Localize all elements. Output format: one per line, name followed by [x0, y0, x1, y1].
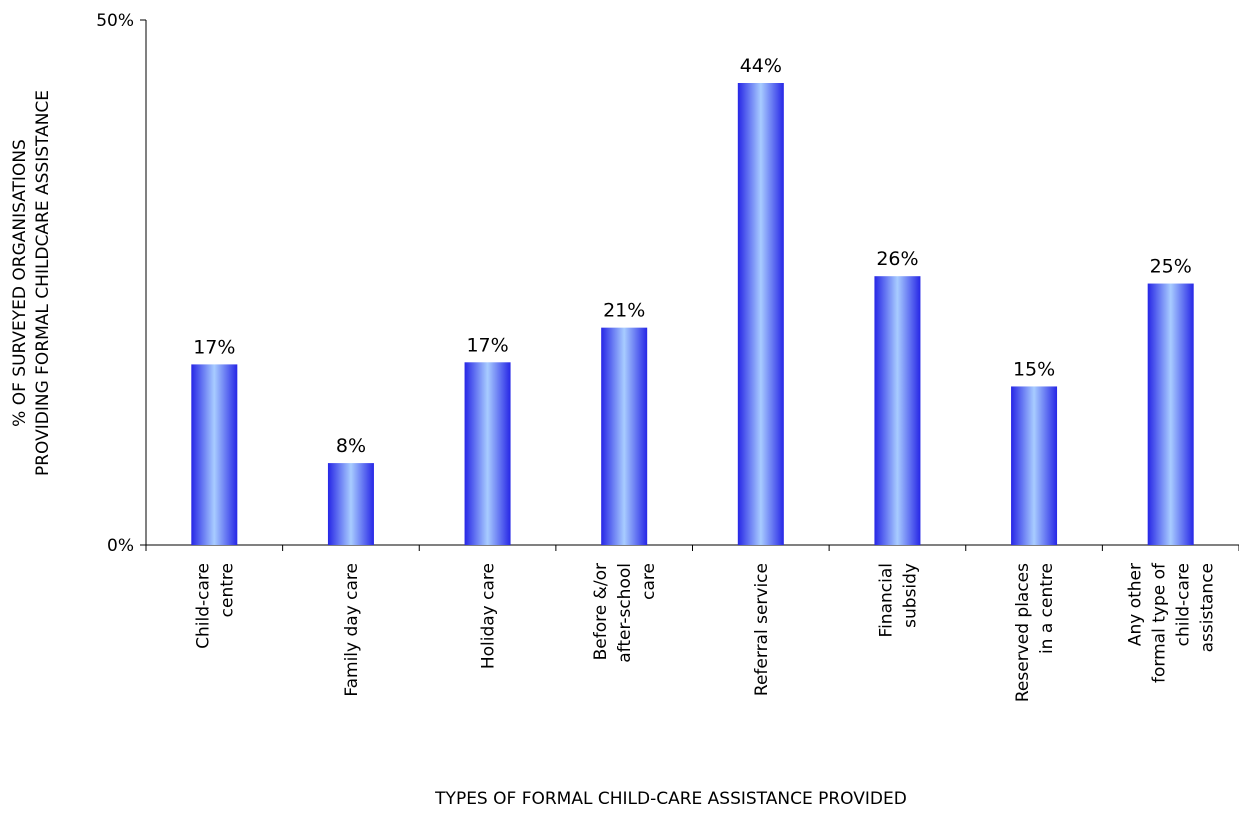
bar — [191, 364, 238, 545]
category-label: subsidy — [900, 563, 920, 628]
data-label: 21% — [603, 300, 645, 322]
category-label: in a centre — [1037, 563, 1057, 654]
plot-area: 0% 50% 17% Child-care centre 8% Family day car… — [96, 11, 1239, 702]
data-label: 44% — [740, 55, 782, 77]
data-label: 26% — [876, 248, 918, 270]
category-label: formal type of — [1150, 562, 1170, 683]
x-axis-title: TYPES OF FORMAL CHILD-CARE ASSISTANCE PR… — [434, 789, 907, 809]
category-label: centre — [217, 563, 237, 617]
data-label: 17% — [193, 336, 235, 358]
category-label: Child-care — [193, 563, 213, 649]
category-label: Holiday care — [479, 563, 499, 669]
data-label: 15% — [1013, 358, 1055, 380]
bar — [464, 362, 511, 545]
category-label: assistance — [1198, 563, 1218, 652]
category-label: Before &/or — [591, 563, 611, 660]
y-tick-label: 0% — [107, 536, 134, 556]
y-axis-title-line-1: % OF SURVEYED ORGANISATIONS — [10, 139, 30, 427]
category-label: Referral service — [752, 563, 772, 696]
category-label: Any other — [1126, 563, 1146, 646]
category-label: Reserved places — [1013, 563, 1033, 702]
data-label: 8% — [336, 435, 366, 457]
category-label: Financial — [876, 563, 896, 637]
category-label: after-school — [615, 563, 635, 663]
y-axis-title-line-2: PROVIDING FORMAL CHILDCARE ASSISTANCE — [33, 90, 53, 476]
bar — [874, 276, 921, 545]
y-tick-label: 50% — [96, 11, 134, 31]
category-label: care — [639, 563, 659, 600]
category-label: child-care — [1174, 563, 1194, 646]
data-label: 25% — [1150, 256, 1192, 278]
bar — [1011, 386, 1058, 545]
bar — [601, 327, 648, 545]
bar — [327, 463, 374, 545]
data-label: 17% — [466, 334, 508, 356]
category-label: Family day care — [342, 563, 362, 697]
bar — [737, 83, 784, 545]
bar — [1147, 283, 1194, 545]
